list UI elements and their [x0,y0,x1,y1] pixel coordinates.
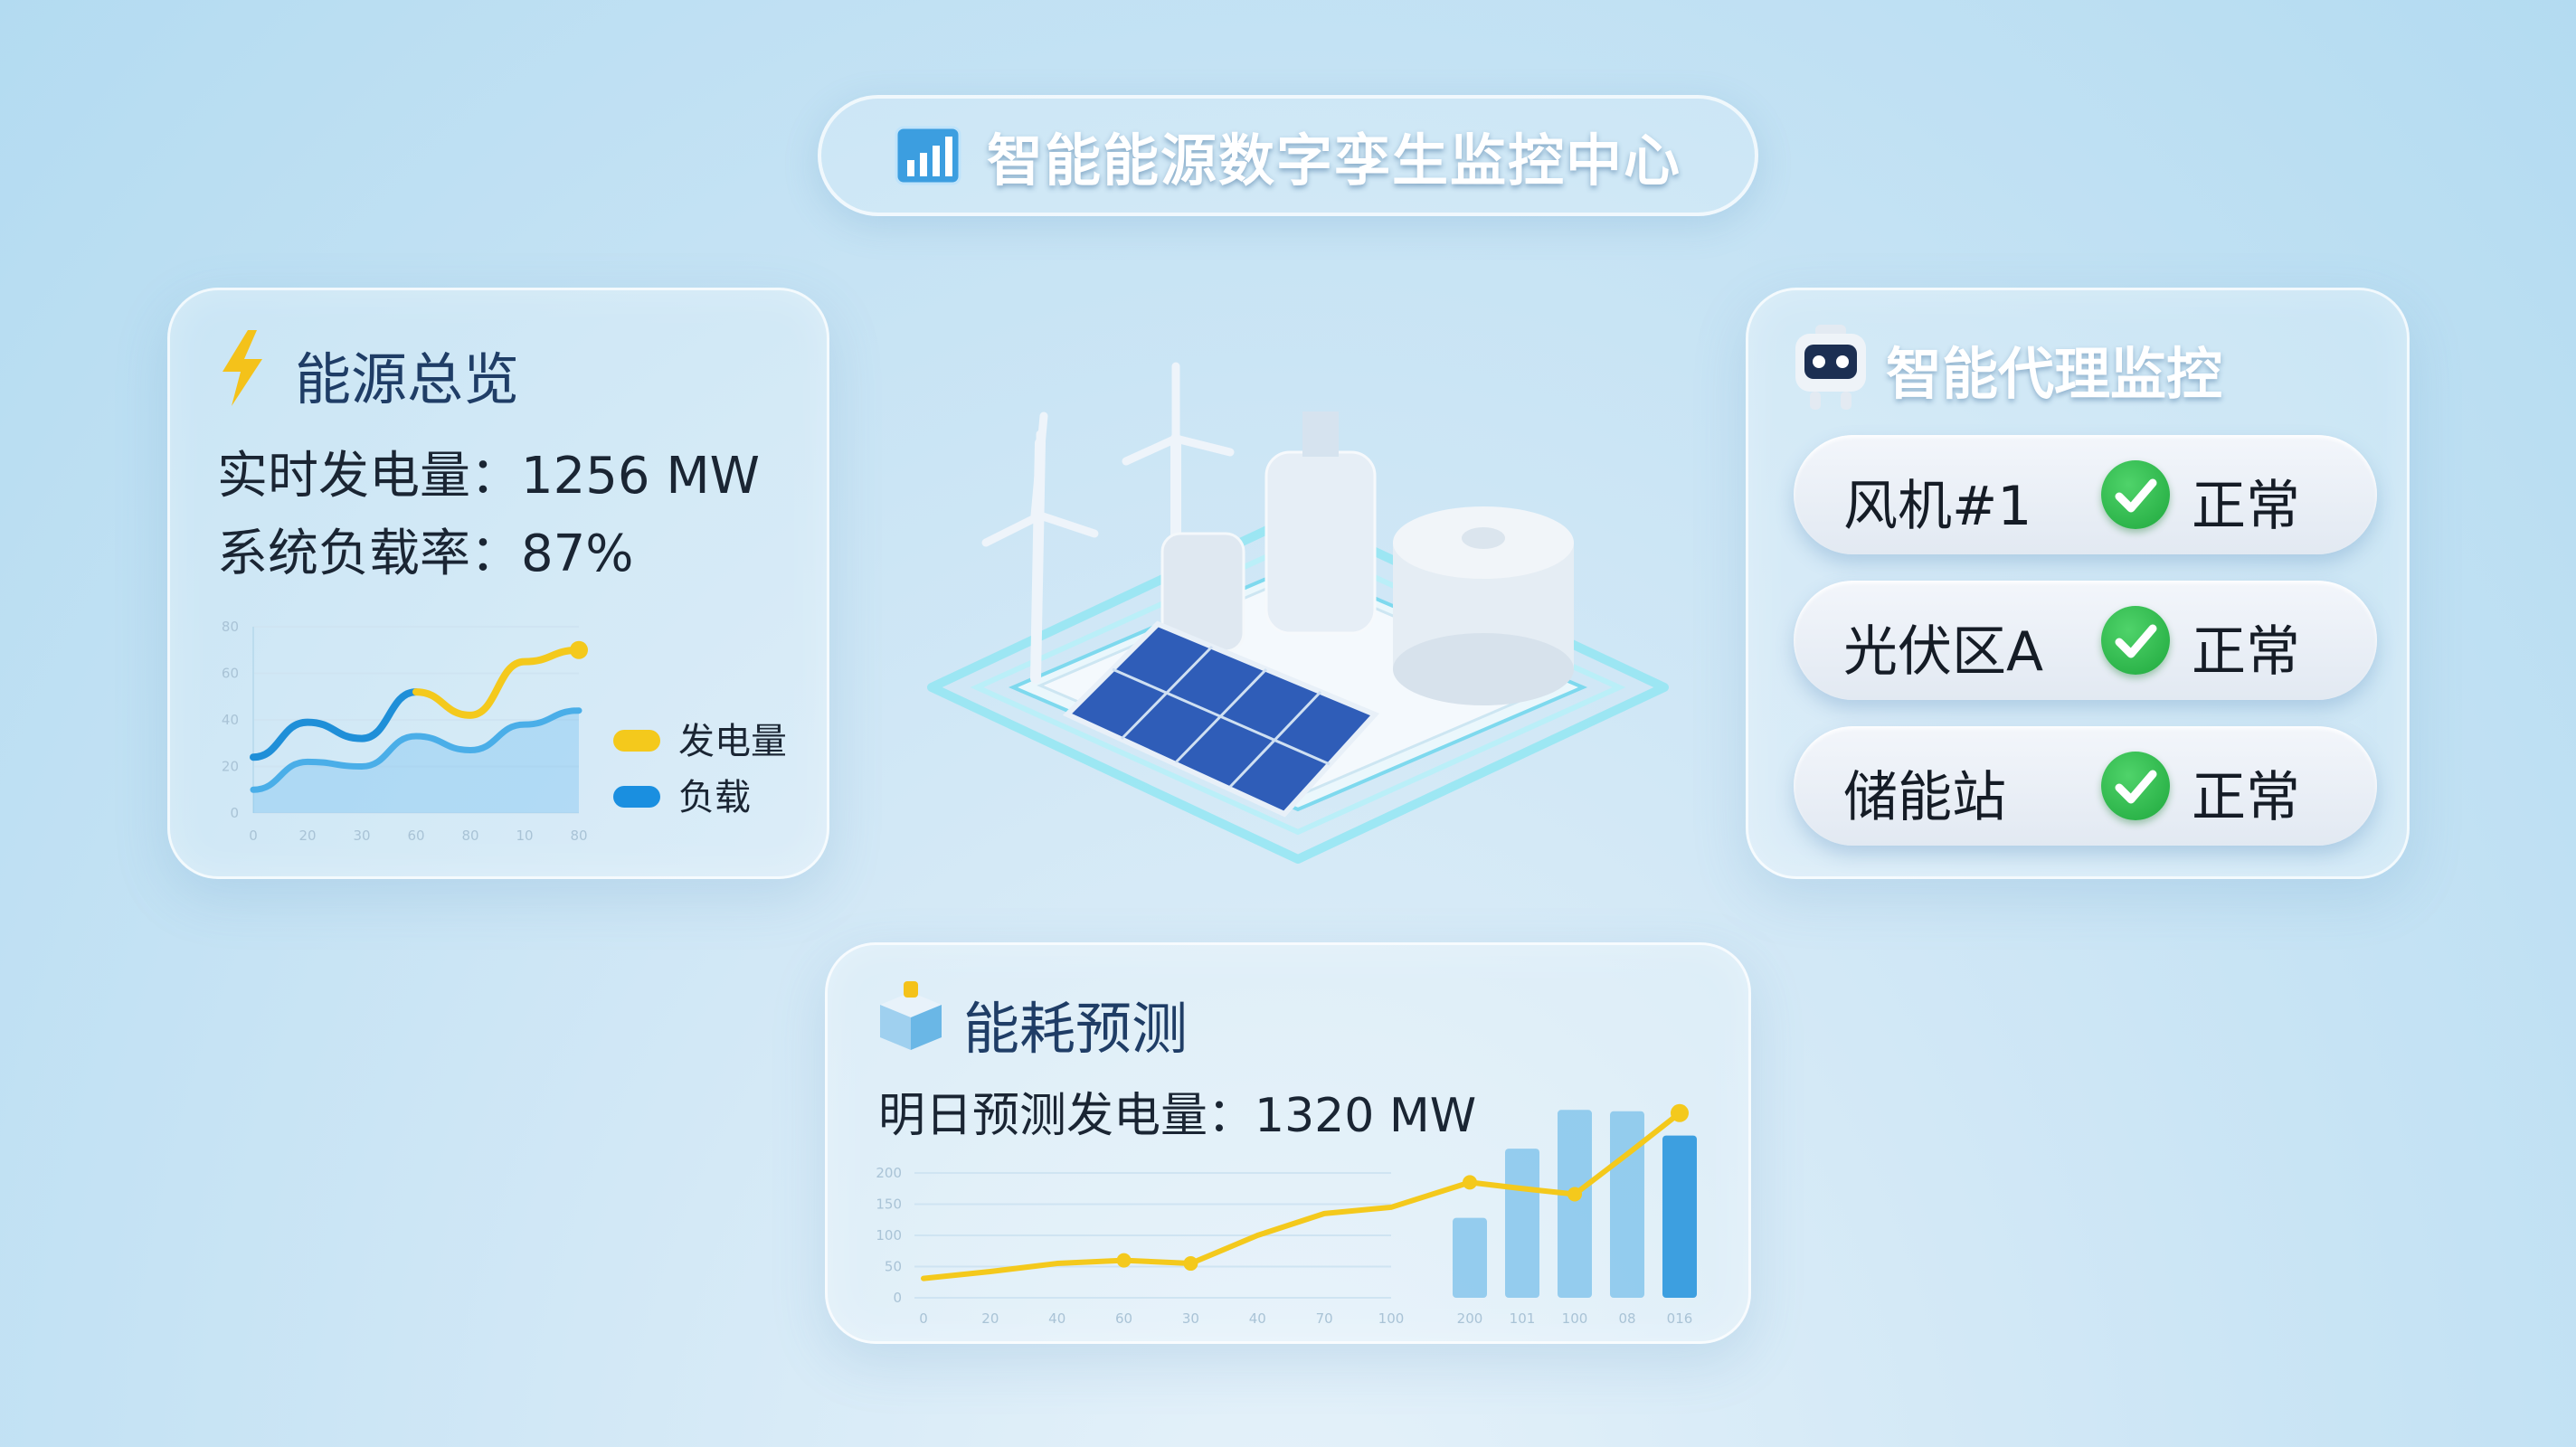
agent-name: 风机#1 [1843,475,2032,538]
agent-name: 光伏区A [1843,620,2044,684]
x-tick-label: 10 [516,828,533,844]
y-tick-label: 80 [222,619,239,635]
x-tick-label: 40 [1048,1310,1065,1327]
x-tick-label: 30 [1182,1310,1199,1327]
forecast-title: 能耗预测 [963,996,1189,1062]
forecast-marker [1183,1256,1198,1272]
load-rate-value: 87% [521,525,634,583]
forecast-chart: 0 50 100 150 200 0 20 40 60 30 40 70 100 200 101 100 08 0… [876,1103,1697,1327]
x-tick-label: 100 [1378,1310,1405,1327]
generation-line-start [250,688,420,761]
realtime-generation-value: 1256 MW [521,447,761,506]
load-line [250,707,582,793]
check-circle-icon [2101,460,2170,529]
y-tick-label: 60 [222,666,239,682]
check-circle-icon [2101,752,2170,820]
forecast-marker [1671,1103,1689,1122]
y-tick-label: 200 [876,1165,902,1181]
forecast-bar [1505,1149,1539,1298]
agent-monitor-title: 智能代理监控 [1886,341,2223,407]
y-tick-label: 0 [230,805,239,821]
agent-row[interactable]: 风机#1 正常 [1794,435,2377,554]
forecast-marker [1567,1187,1582,1202]
tomorrow-forecast: 明日预测发电量：1320 MW [878,1077,1476,1145]
forecast-bar [1453,1217,1487,1298]
header-title-bar: 智能能源数字孪生监控中心 [818,95,1758,216]
legend-swatch [613,786,660,808]
y-tick-label: 20 [222,759,239,775]
y-tick-label: 50 [885,1259,902,1275]
cube-icon [880,981,942,1050]
x-tick-label: 101 [1510,1310,1536,1327]
generation-marker [570,640,588,659]
page-title: 智能能源数字孪生监控中心 [986,128,1681,194]
energy-forecast-panel: 能耗预测 明日预测发电量：1320 MW 0 50 100 150 200 0 20 40 60… [825,942,1751,1344]
system-load-rate: 系统负载率：87% [217,513,633,586]
storage-tank-icon [1160,411,1574,705]
generation-line [412,646,582,719]
x-tick-label: 08 [1618,1310,1635,1327]
energy-overview-panel: 能源总览 实时发电量：1256 MW 系统负载率：87% 0 20 40 60 80 0 2… [167,288,829,879]
forecast-marker [1116,1253,1132,1268]
x-tick-label: 80 [570,828,587,844]
realtime-generation: 实时发电量：1256 MW [217,435,760,508]
y-tick-label: 40 [222,712,239,728]
legend-swatch [613,730,660,752]
x-tick-label: 200 [1457,1310,1483,1327]
lightning-icon [223,330,262,406]
x-tick-label: 30 [353,828,370,844]
realtime-generation-label: 实时发电量： [217,447,521,506]
forecast-bar [1662,1135,1697,1298]
x-tick-label: 80 [461,828,478,844]
wind-turbine-icon [981,362,1235,684]
robot-icon [1795,325,1866,410]
x-tick-label: 016 [1667,1310,1693,1327]
forecast-marker [1463,1175,1477,1190]
digital-twin-illustration [927,362,1669,864]
load-rate-label: 系统负载率： [217,525,521,583]
x-tick-label: 100 [1562,1310,1588,1327]
y-tick-label: 0 [893,1290,902,1306]
x-tick-label: 0 [919,1310,928,1327]
tomorrow-forecast-value: 1320 MW [1255,1089,1477,1143]
x-tick-label: 60 [1115,1310,1132,1327]
check-circle-icon [2101,606,2170,675]
load-area [253,710,579,813]
agent-status: 正常 [2192,475,2300,538]
legend-label: 发电量 [678,721,785,762]
forecast-bar [1558,1110,1592,1298]
x-tick-label: 20 [981,1310,999,1327]
solar-panel-icon [1062,620,1380,818]
agent-row[interactable]: 储能站 正常 [1794,726,2377,846]
agent-row[interactable]: 光伏区A 正常 [1794,581,2377,700]
x-tick-label: 40 [1249,1310,1266,1327]
forecast-bar [1610,1111,1644,1298]
y-tick-label: 100 [876,1227,902,1244]
agent-name: 储能站 [1843,766,2006,829]
legend-label: 负载 [678,777,751,818]
x-tick-label: 60 [407,828,424,844]
x-tick-label: 70 [1316,1310,1333,1327]
tomorrow-forecast-label: 明日预测发电量： [878,1089,1255,1143]
y-tick-label: 150 [876,1196,902,1213]
bar-chart-icon [895,126,961,185]
agent-status: 正常 [2192,620,2300,684]
agent-monitor-panel: 智能代理监控 风机#1 正常 光伏区A 正常 储能站 正常 [1746,288,2410,879]
x-tick-label: 0 [249,828,258,844]
x-tick-label: 20 [298,828,316,844]
overview-title: 能源总览 [295,346,520,412]
agent-status: 正常 [2192,766,2300,829]
